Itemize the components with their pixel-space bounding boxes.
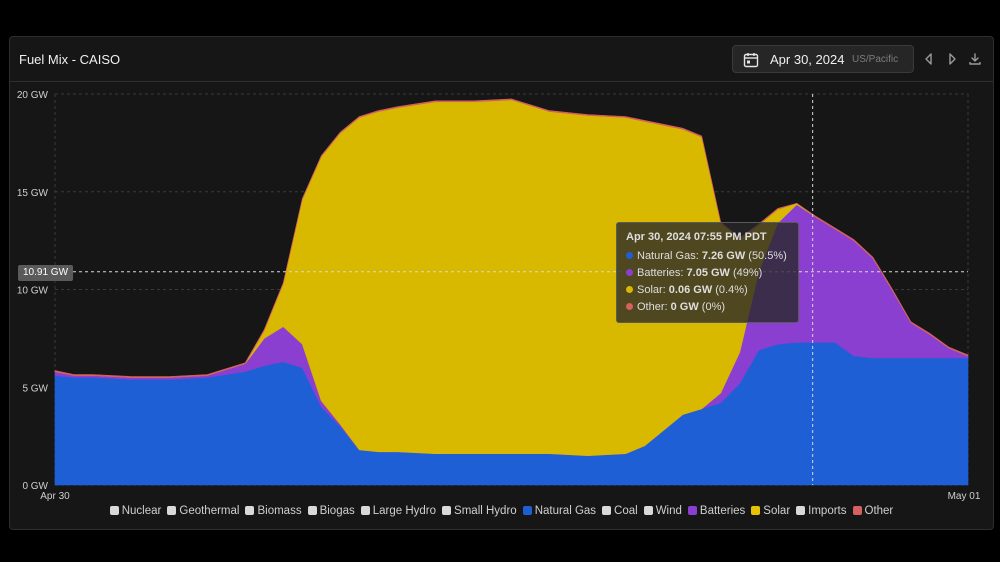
legend-label: Imports [808,505,847,517]
legend-swatch-icon [109,506,119,515]
series-dot-icon [626,286,633,293]
calendar-icon [743,53,759,68]
timezone-label: US/Pacific [852,54,899,65]
tooltip-series-percent: (0%) [698,301,726,313]
legend-label: Biomass [257,505,302,517]
y-tick-label: 15 GW [17,188,49,199]
legend-label: Geothermal [179,505,240,517]
tooltip-row: Natural Gas: 7.26 GW (50.5%) [626,248,789,265]
legend-swatch-icon [687,506,697,515]
series-dot-icon [626,252,633,259]
legend-swatch-icon [751,506,761,515]
next-day-icon[interactable] [945,52,959,66]
legend-label: Batteries [699,505,746,517]
legend-label: Wind [655,505,682,517]
legend-item-natural-gas[interactable]: Natural Gas [522,505,597,517]
area-other [54,98,969,378]
tooltip-series-value: 0 GW [670,301,699,313]
legend-label: Solar [763,505,791,517]
date-value: Apr 30, 2024 [770,52,845,67]
y-tick-label: 0 GW [22,481,48,492]
legend-swatch-icon [852,506,862,515]
legend-label: Nuclear [121,505,162,517]
legend-label: Coal [614,505,638,517]
legend-swatch-icon [522,506,532,515]
legend-item-biomass[interactable]: Biomass [245,505,302,517]
chart-panel: Fuel Mix - CAISO Apr 30, 2024 US/Pacific [9,36,994,530]
y-tick-label: 10 GW [17,286,49,297]
tooltip-series-label: Natural Gas: [637,250,702,262]
series-dot-icon [626,303,633,310]
legend-item-small-hydro[interactable]: Small Hydro [442,505,517,517]
legend-item-biogas[interactable]: Biogas [307,505,355,517]
legend-label: Large Hydro [372,505,437,517]
legend-item-geothermal[interactable]: Geothermal [167,505,239,517]
crosshair-value-label: 10.91 GW [18,265,73,281]
series-dot-icon [626,269,633,276]
tooltip-series-label: Solar: [637,284,669,296]
legend-swatch-icon [245,506,255,515]
legend-item-solar[interactable]: Solar [751,505,790,517]
download-icon[interactable] [968,52,982,66]
tooltip-row: Other: 0 GW (0%) [626,299,789,316]
y-tick-label: 5 GW [22,383,48,394]
tooltip-row: Batteries: 7.05 GW (49%) [626,265,789,282]
legend-item-wind[interactable]: Wind [643,505,682,517]
tooltip-series-value: 7.05 GW [686,267,730,279]
legend-item-coal[interactable]: Coal [602,505,638,517]
legend-swatch-icon [442,506,452,515]
date-picker[interactable]: Apr 30, 2024 US/Pacific [732,45,914,73]
y-tick-label: 20 GW [17,90,49,101]
tooltip-title: Apr 30, 2024 07:55 PM PDT [626,231,767,243]
chart-header: Fuel Mix - CAISO Apr 30, 2024 US/Pacific [10,37,993,82]
chart-title: Fuel Mix - CAISO [19,52,121,67]
chart-legend: Nuclear Geothermal Biomass Biogas Large Hydr… [10,505,993,517]
tooltip-series-value: 0.06 GW [668,284,713,296]
fuel-mix-area-chart[interactable]: 0 GW 5 GW 10 GW 15 GW 20 GW Apr 30 May 01 [10,37,995,531]
tooltip-series-label: Other: [637,301,671,313]
tooltip-series-percent: (50.5%) [745,250,787,262]
legend-item-imports[interactable]: Imports [796,505,847,517]
crosshair [55,94,968,485]
legend-swatch-icon [796,506,806,515]
tooltip-series-percent: (0.4%) [712,284,748,296]
legend-label: Small Hydro [454,505,517,517]
tooltip-series-label: Batteries: [637,267,687,279]
tooltip-rows: Natural Gas: 7.26 GW (50.5%) Batteries: 7… [626,248,789,316]
legend-label: Natural Gas [534,505,597,517]
legend-label: Biogas [319,505,355,517]
legend-swatch-icon [602,506,612,515]
legend-label: Other [864,505,894,517]
legend-item-large-hydro[interactable]: Large Hydro [360,505,437,517]
chart-areas [54,98,969,486]
tooltip-row: Solar: 0.06 GW (0.4%) [626,282,789,299]
x-tick-label: May 01 [948,491,981,502]
x-tick-label: Apr 30 [40,491,70,502]
legend-item-batteries[interactable]: Batteries [687,505,746,517]
previous-day-icon[interactable] [922,52,936,66]
chart-axes: 0 GW 5 GW 10 GW 15 GW 20 GW Apr 30 May 01 [17,90,981,502]
legend-swatch-icon [360,506,370,515]
tooltip-series-value: 7.26 GW [701,250,746,262]
legend-swatch-icon [643,506,653,515]
legend-item-nuclear[interactable]: Nuclear [109,505,162,517]
legend-swatch-icon [167,506,177,515]
tooltip-series-percent: (49%) [729,267,763,279]
legend-swatch-icon [307,506,317,515]
legend-item-other[interactable]: Other [852,505,894,517]
chart-tooltip: Apr 30, 2024 07:55 PM PDT Natural Gas: 7… [616,222,799,323]
